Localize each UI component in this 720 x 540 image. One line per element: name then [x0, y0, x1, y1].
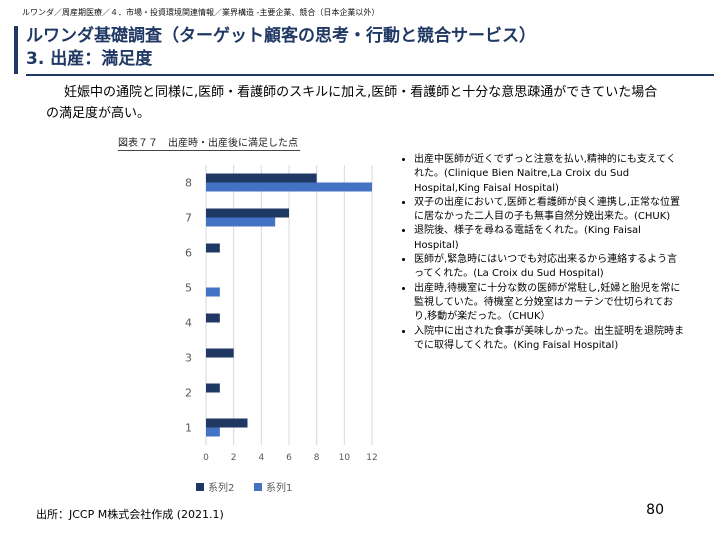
y-tick-label: 2: [185, 387, 192, 400]
legend-label: 系列1: [266, 481, 292, 494]
legend-label: 系列2: [208, 481, 234, 494]
breadcrumb: ルワンダ／周産期医療／４．市場・投資環境関連情報／業界構造 -主要企業、競合（日…: [22, 8, 380, 17]
legend-swatch: [254, 483, 262, 491]
comment-item: 双子の出産において,医師と看護師が良く連携し,正常な位置に居なかった二人目の子も…: [414, 196, 686, 225]
figure-caption: 図表７７ 出産時・出産後に満足した点: [118, 138, 298, 149]
comment-item: 出産時,待機室に十分な数の医師が常駐し,妊婦と胎児を常に監視していた。待機室と分…: [414, 282, 686, 325]
bar-series1: [206, 217, 276, 227]
bar-series2: [206, 418, 248, 428]
y-tick-label: 7: [185, 212, 192, 225]
y-tick-label: 4: [185, 317, 192, 330]
title-accent-bar: [14, 26, 18, 74]
comment-item: 出産中医師が近くでずっと注意を払い,精神的にも支えてくれた。(Clinique …: [414, 153, 686, 196]
bar-series1: [206, 182, 372, 192]
bar-series1: [206, 427, 220, 437]
page-number: 80: [646, 502, 664, 518]
comment-item: 退院後、様子を尋ねる電話をくれた。(King Faisal Hospital): [414, 224, 686, 253]
x-tick-label: 6: [286, 453, 292, 463]
y-tick-label: 8: [185, 177, 192, 190]
x-tick-label: 10: [339, 453, 351, 463]
page-title: ルワンダ基礎調査（ターゲット顧客の思考・行動と競合サービス） 3. 出産：満足度: [26, 25, 716, 71]
bar-series1: [206, 287, 220, 297]
bar-series2: [206, 243, 220, 253]
x-tick-label: 8: [314, 453, 320, 463]
y-tick-label: 1: [185, 422, 192, 435]
comment-item: 入院中に出された食事が美味しかった。出生証明を退院時までに取得してくれた。(Ki…: [414, 325, 686, 354]
bar-series2: [206, 383, 220, 393]
y-tick-label: 5: [185, 282, 192, 295]
page-title-line1: ルワンダ基礎調査（ターゲット顧客の思考・行動と競合サービス）: [26, 26, 536, 46]
body-text: 妊娠中の通院と同様に,医師・看護師のスキルに加え,医師・看護師と十分な意思疎通が…: [46, 85, 658, 121]
bar-series2: [206, 348, 234, 358]
y-tick-label: 3: [185, 352, 192, 365]
y-tick-label: 6: [185, 247, 192, 260]
bar-series2: [206, 313, 220, 323]
figure-caption-rule: [118, 150, 300, 151]
bar-series2: [206, 208, 289, 218]
comment-list: 出産中医師が近くでずっと注意を払い,精神的にも支えてくれた。(Clinique …: [396, 153, 686, 353]
comment-item: 医師が,緊急時にはいつでも対応出来るから連絡するよう言ってくれた。(La Cro…: [414, 253, 686, 282]
title-divider: [26, 74, 714, 76]
x-tick-label: 0: [203, 453, 209, 463]
source-note: 出所：JCCP M株式会社作成 (2021.1): [36, 508, 224, 521]
x-tick-label: 4: [258, 453, 264, 463]
legend-swatch: [196, 483, 204, 491]
x-tick-label: 2: [231, 453, 237, 463]
x-tick-label: 12: [366, 453, 377, 463]
bar-series2: [206, 173, 317, 183]
page-title-line2: 3. 出産：満足度: [26, 49, 153, 69]
